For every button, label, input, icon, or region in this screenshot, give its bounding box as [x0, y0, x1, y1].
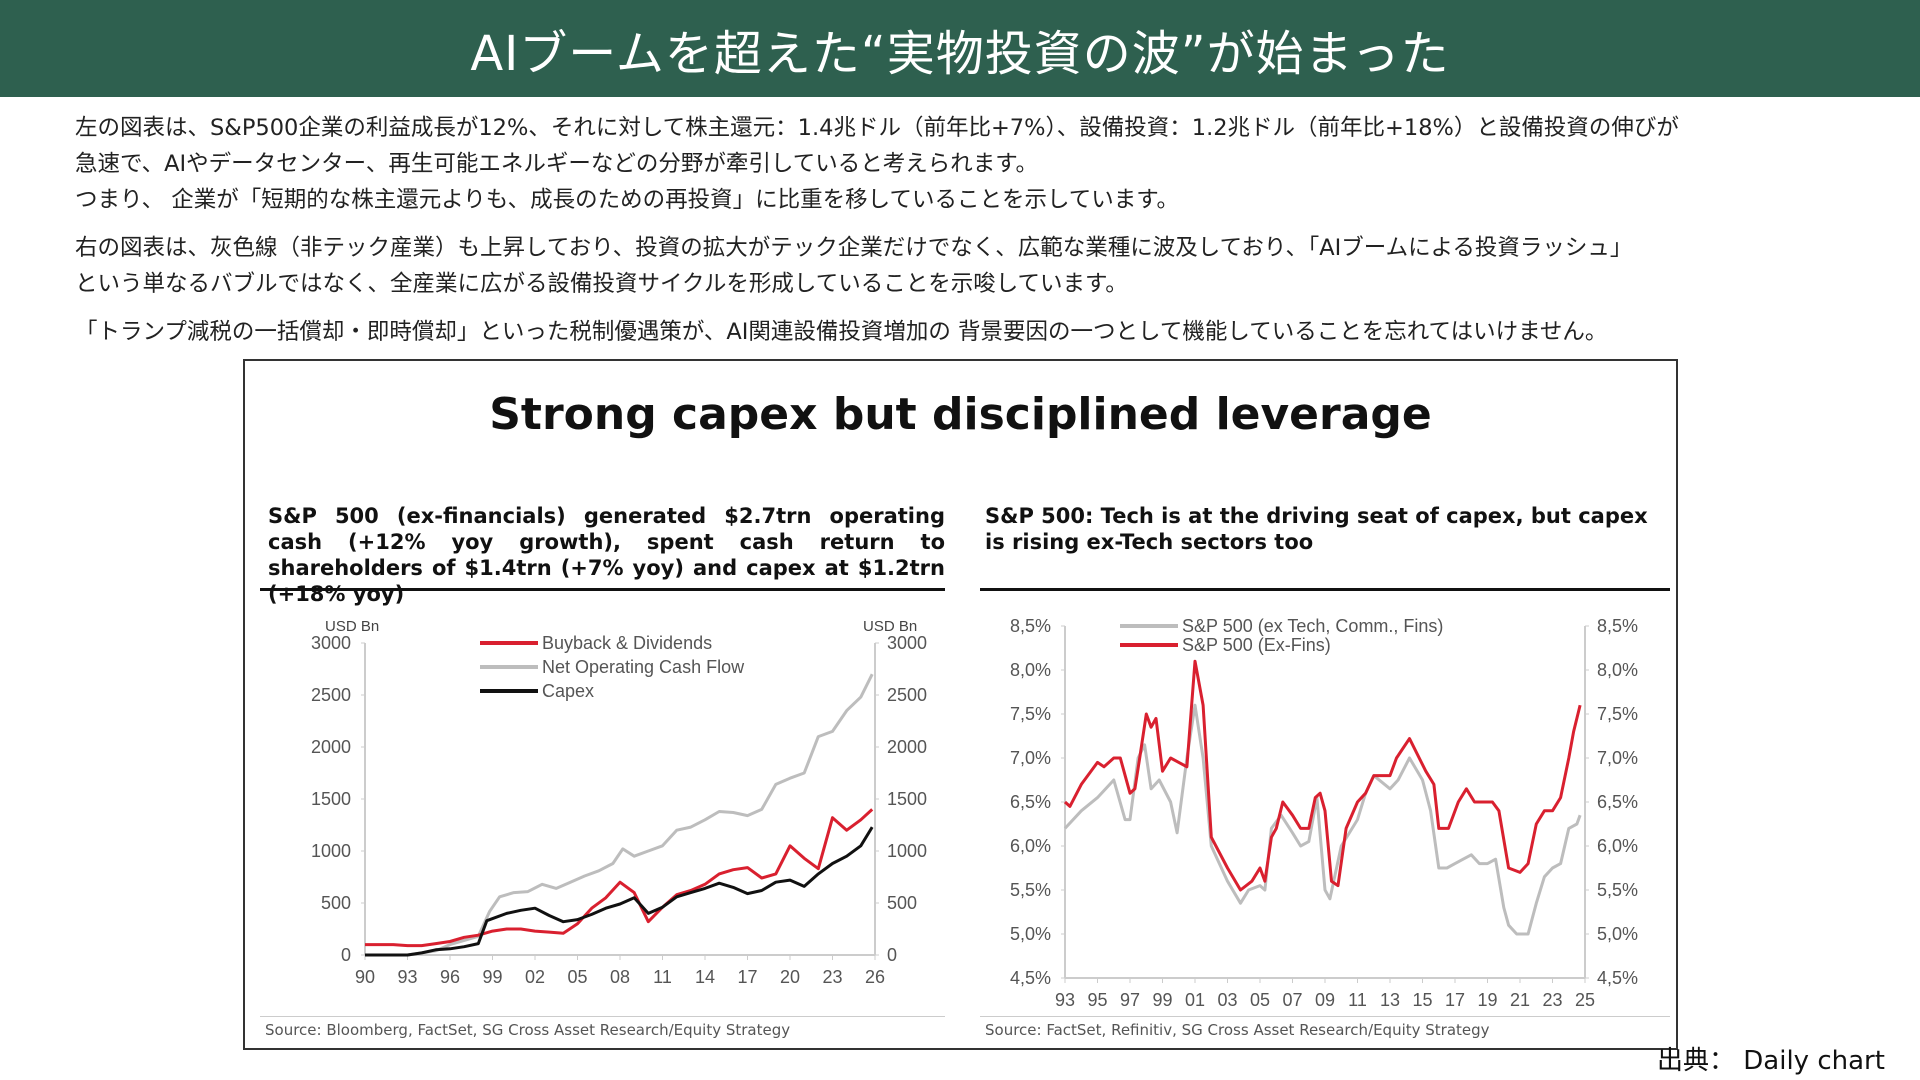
- y-tick-label-left: 6,0%: [1010, 836, 1051, 856]
- y-tick-label-right: 0: [887, 945, 897, 965]
- paragraph-3: 「トランプ減税の一括償却・即時償却」といった税制優遇策が、AI関連設備投資増加の…: [75, 319, 1608, 345]
- x-tick-label: 17: [737, 967, 757, 987]
- left-chart-source: Source: Bloomberg, FactSet, SG Cross Ass…: [265, 1021, 791, 1039]
- right-source-rule: [980, 1016, 1670, 1017]
- paragraph-1-line-2: 急速で、AIやデータセンター、再生可能エネルギーなどの分野が牽引していると考えら…: [75, 151, 1038, 177]
- x-tick-label: 11: [1348, 990, 1367, 1010]
- paragraph-2-line-1: 右の図表は、灰色線（非テック産業）も上昇しており、投資の拡大がテック企業だけでな…: [75, 235, 1633, 261]
- y-tick-label-left: 5,5%: [1010, 880, 1051, 900]
- left-source-rule: [260, 1016, 945, 1017]
- x-tick-label: 08: [610, 967, 630, 987]
- left-chart: 0 0 500 500 1000 1000 1500 1500 2000 2000 2500 2500…: [311, 618, 927, 987]
- y-tick-label-right: 6,0%: [1597, 836, 1638, 856]
- y-axis-title-left: USD Bn: [325, 618, 379, 635]
- x-tick-label: 99: [1152, 990, 1172, 1010]
- x-tick-label: 13: [1380, 990, 1400, 1010]
- x-tick-label: 05: [1250, 990, 1270, 1010]
- right-title-rule: [980, 588, 1670, 591]
- y-tick-label-right: 500: [887, 893, 917, 913]
- header-banner: AIブームを超えた“実物投資の波”が始まった: [0, 0, 1920, 97]
- y-tick-label-left: 1000: [311, 841, 351, 861]
- y-tick-label-right: 4,5%: [1597, 968, 1638, 988]
- left-title-rule: [260, 588, 945, 591]
- x-tick-label: 20: [780, 967, 800, 987]
- x-tick-label: 90: [355, 967, 375, 987]
- y-tick-label-right: 7,5%: [1597, 704, 1638, 724]
- source-credit: 出典： Daily chart: [1657, 1046, 1885, 1076]
- y-tick-label-left: 1500: [311, 789, 351, 809]
- y-tick-label-right: 5,5%: [1597, 880, 1638, 900]
- legend-label: S&P 500 (ex Tech, Comm., Fins): [1182, 616, 1443, 636]
- right-chart-source: Source: FactSet, Refinitiv, SG Cross Ass…: [985, 1021, 1490, 1039]
- x-tick-label: 17: [1445, 990, 1465, 1010]
- x-tick-label: 09: [1315, 990, 1335, 1010]
- commentary: 左の図表は、S&P500企業の利益成長が12%、それに対して株主還元：1.4兆ド…: [75, 110, 1875, 350]
- x-tick-label: 93: [1055, 990, 1075, 1010]
- y-tick-label-right: 2000: [887, 737, 927, 757]
- y-tick-label-right: 3000: [887, 633, 927, 653]
- y-tick-label-right: 7,0%: [1597, 748, 1638, 768]
- legend-label: Net Operating Cash Flow: [542, 657, 745, 677]
- y-tick-label-left: 2500: [311, 685, 351, 705]
- series-line-capex: [365, 826, 874, 957]
- x-tick-label: 11: [653, 967, 672, 987]
- page-title: AIブームを超えた“実物投資の波”が始まった: [470, 25, 1450, 82]
- y-tick-label-left: 5,0%: [1010, 924, 1051, 944]
- left-chart-title: S&P 500 (ex-financials) generated $2.7tr…: [268, 504, 945, 606]
- y-tick-label-right: 8,5%: [1597, 616, 1638, 636]
- y-tick-label-right: 6,5%: [1597, 792, 1638, 812]
- y-tick-label-left: 2000: [311, 737, 351, 757]
- figure-frame: Strong capex but disciplined leverage S&…: [243, 359, 1678, 1050]
- legend-label: S&P 500 (Ex-Fins): [1182, 635, 1331, 655]
- x-tick-label: 07: [1282, 990, 1302, 1010]
- y-tick-label-left: 7,5%: [1010, 704, 1051, 724]
- x-tick-label: 19: [1477, 990, 1497, 1010]
- series-line-net-operating-cash-flow: [365, 673, 874, 957]
- right-chart: 4,5% 4,5% 5,0% 5,0% 5,5% 5,5% 6,0% 6,0% 6,5% 6,5%…: [1010, 616, 1638, 1010]
- right-chart-title: S&P 500: Tech is at the driving seat of …: [985, 504, 1648, 554]
- x-tick-label: 97: [1120, 990, 1140, 1010]
- x-tick-label: 02: [525, 967, 545, 987]
- y-tick-label-right: 2500: [887, 685, 927, 705]
- y-tick-label-right: 5,0%: [1597, 924, 1638, 944]
- x-tick-label: 14: [695, 967, 715, 987]
- y-tick-label-right: 1000: [887, 841, 927, 861]
- series-line-buyback-dividends: [365, 808, 874, 948]
- y-tick-label-left: 7,0%: [1010, 748, 1051, 768]
- legend-label: Capex: [542, 681, 594, 701]
- y-tick-label-right: 1500: [887, 789, 927, 809]
- series-line-s-p-500-ex-tech-comm-fins-: [1063, 703, 1582, 936]
- y-tick-label-left: 6,5%: [1010, 792, 1051, 812]
- x-tick-label: 05: [567, 967, 587, 987]
- series-line-s-p-500-ex-fins-: [1063, 659, 1582, 892]
- x-tick-label: 96: [440, 967, 460, 987]
- y-tick-label-right: 8,0%: [1597, 660, 1638, 680]
- x-tick-label: 25: [1575, 990, 1595, 1010]
- x-tick-label: 03: [1217, 990, 1237, 1010]
- y-tick-label-left: 4,5%: [1010, 968, 1051, 988]
- legend-label: Buyback & Dividends: [542, 633, 712, 653]
- x-tick-label: 01: [1185, 990, 1205, 1010]
- x-tick-label: 26: [865, 967, 885, 987]
- paragraph-2-line-2: という単なるバブルではなく、全産業に広がる設備投資サイクルを形成していることを示…: [75, 271, 1128, 297]
- y-tick-label-left: 500: [321, 893, 351, 913]
- paragraph-1-line-3: つまり、 企業が「短期的な株主還元よりも、成長のための再投資」に比重を移している…: [75, 187, 1180, 213]
- x-tick-label: 93: [397, 967, 417, 987]
- x-tick-label: 15: [1412, 990, 1432, 1010]
- x-tick-label: 21: [1510, 990, 1530, 1010]
- y-tick-label-left: 3000: [311, 633, 351, 653]
- x-tick-label: 23: [822, 967, 842, 987]
- x-tick-label: 99: [482, 967, 502, 987]
- x-tick-label: 95: [1087, 990, 1107, 1010]
- y-axis-title-right: USD Bn: [863, 618, 917, 635]
- y-tick-label-left: 8,5%: [1010, 616, 1051, 636]
- paragraph-1-line-1: 左の図表は、S&P500企業の利益成長が12%、それに対して株主還元：1.4兆ド…: [75, 115, 1679, 141]
- y-tick-label-left: 0: [341, 945, 351, 965]
- y-tick-label-left: 8,0%: [1010, 660, 1051, 680]
- figure-title: Strong capex but disciplined leverage: [489, 389, 1432, 440]
- x-tick-label: 23: [1542, 990, 1562, 1010]
